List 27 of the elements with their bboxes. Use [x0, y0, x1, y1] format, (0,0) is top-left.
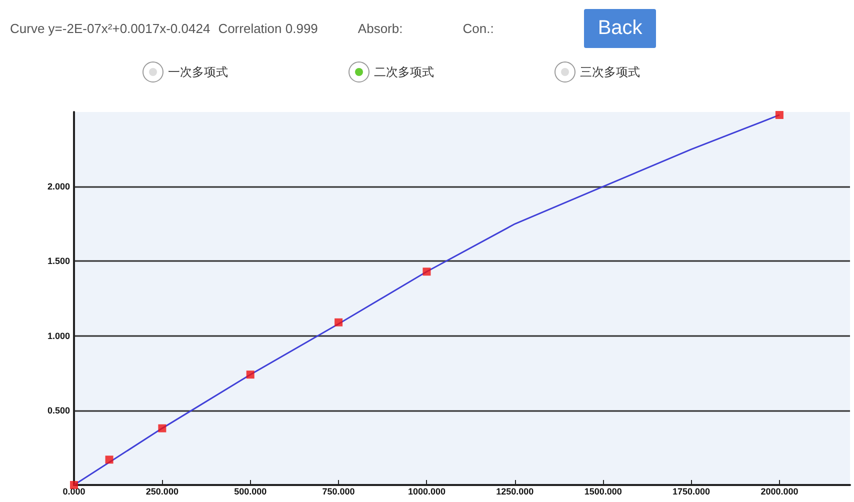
x-tick-label: 2000.000: [760, 486, 798, 496]
point: [422, 268, 431, 276]
point: [158, 424, 166, 432]
x-tick-label: 750.000: [322, 486, 355, 496]
y-tick-label: 1.500: [47, 256, 70, 266]
x-tick-label: 0.000: [62, 486, 86, 496]
text: Back: [584, 8, 656, 48]
point: [105, 456, 114, 464]
text: Con.:: [462, 20, 494, 36]
x-tick-label: 500.000: [234, 486, 267, 496]
text: 三次多项式: [580, 64, 640, 80]
y-tick-label: 2.000: [47, 182, 70, 192]
x-tick-label: 1750.000: [672, 486, 710, 496]
x-tick-label: 1250.000: [496, 486, 534, 496]
x-tick-label: 1000.000: [408, 486, 446, 496]
text: Absorb:: [358, 20, 403, 36]
x-tick-label: 1500.000: [584, 486, 622, 496]
point: [246, 370, 254, 379]
y-tick-label: 0.500: [47, 405, 70, 416]
x-tick-label: 250.000: [146, 486, 178, 496]
text: Correlation 0.999: [218, 20, 318, 36]
chart-title: Curve y=-2E-07x²+0.0017x-0.0424: [10, 20, 210, 36]
text: 一次多项式: [168, 64, 228, 80]
point: [775, 110, 784, 119]
point: [334, 318, 343, 326]
text: 二次多项式: [374, 64, 434, 80]
y-tick-label: 1.000: [47, 330, 70, 341]
